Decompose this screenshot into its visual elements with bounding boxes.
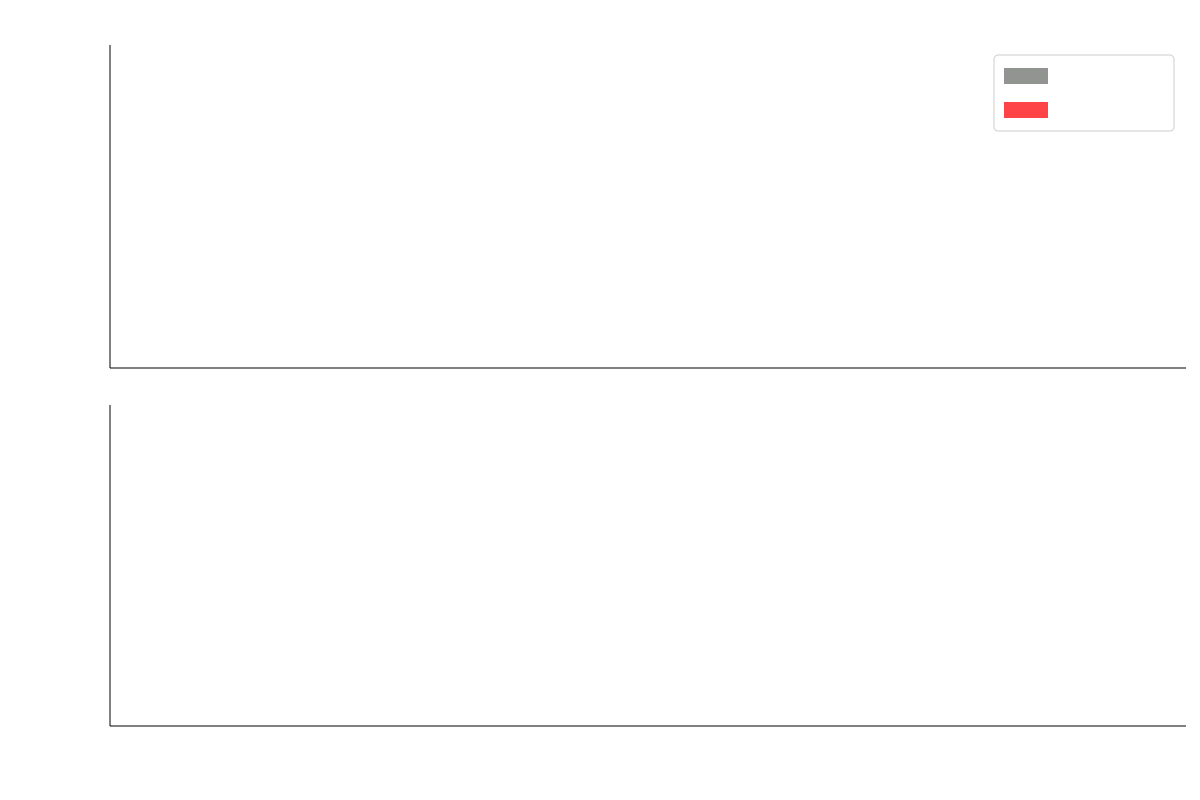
panel-percent <box>109 405 1186 727</box>
legend-frame <box>993 54 1175 132</box>
panel-counts <box>109 45 1186 369</box>
legend <box>993 54 1175 132</box>
legend-swatch-negative <box>1004 68 1048 84</box>
legend-swatch-positive <box>1004 102 1048 118</box>
